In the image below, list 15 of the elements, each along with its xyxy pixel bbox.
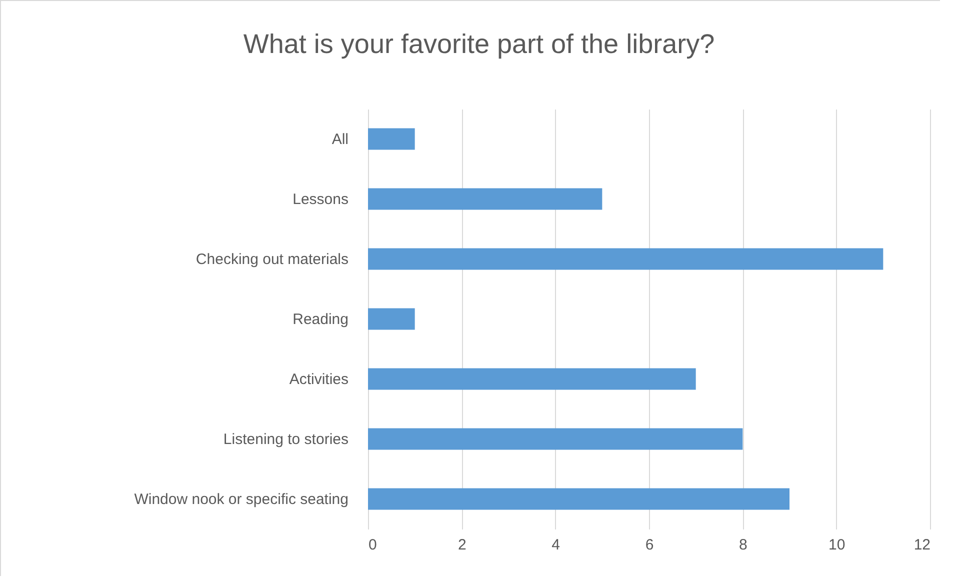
y-tick-label: Window nook or specific seating (134, 491, 348, 508)
x-tick-label: 8 (738, 536, 748, 554)
y-tick-label: Activities (289, 371, 348, 388)
y-tick-label: Checking out materials (196, 251, 348, 268)
chart-title: What is your favorite part of the library? (243, 29, 715, 59)
y-tick-label: Lessons (292, 191, 348, 208)
x-tick-label: 12 (914, 536, 930, 554)
x-tick-label: 2 (458, 536, 466, 554)
y-tick-label: All (332, 131, 348, 148)
x-tick-label: 4 (552, 536, 560, 554)
x-tick-label: 10 (828, 536, 846, 554)
x-tick-label: 0 (368, 536, 377, 554)
x-tick-label: 6 (645, 536, 654, 554)
y-tick-label: Reading (292, 311, 348, 328)
y-tick-label: Listening to stories (223, 431, 348, 448)
